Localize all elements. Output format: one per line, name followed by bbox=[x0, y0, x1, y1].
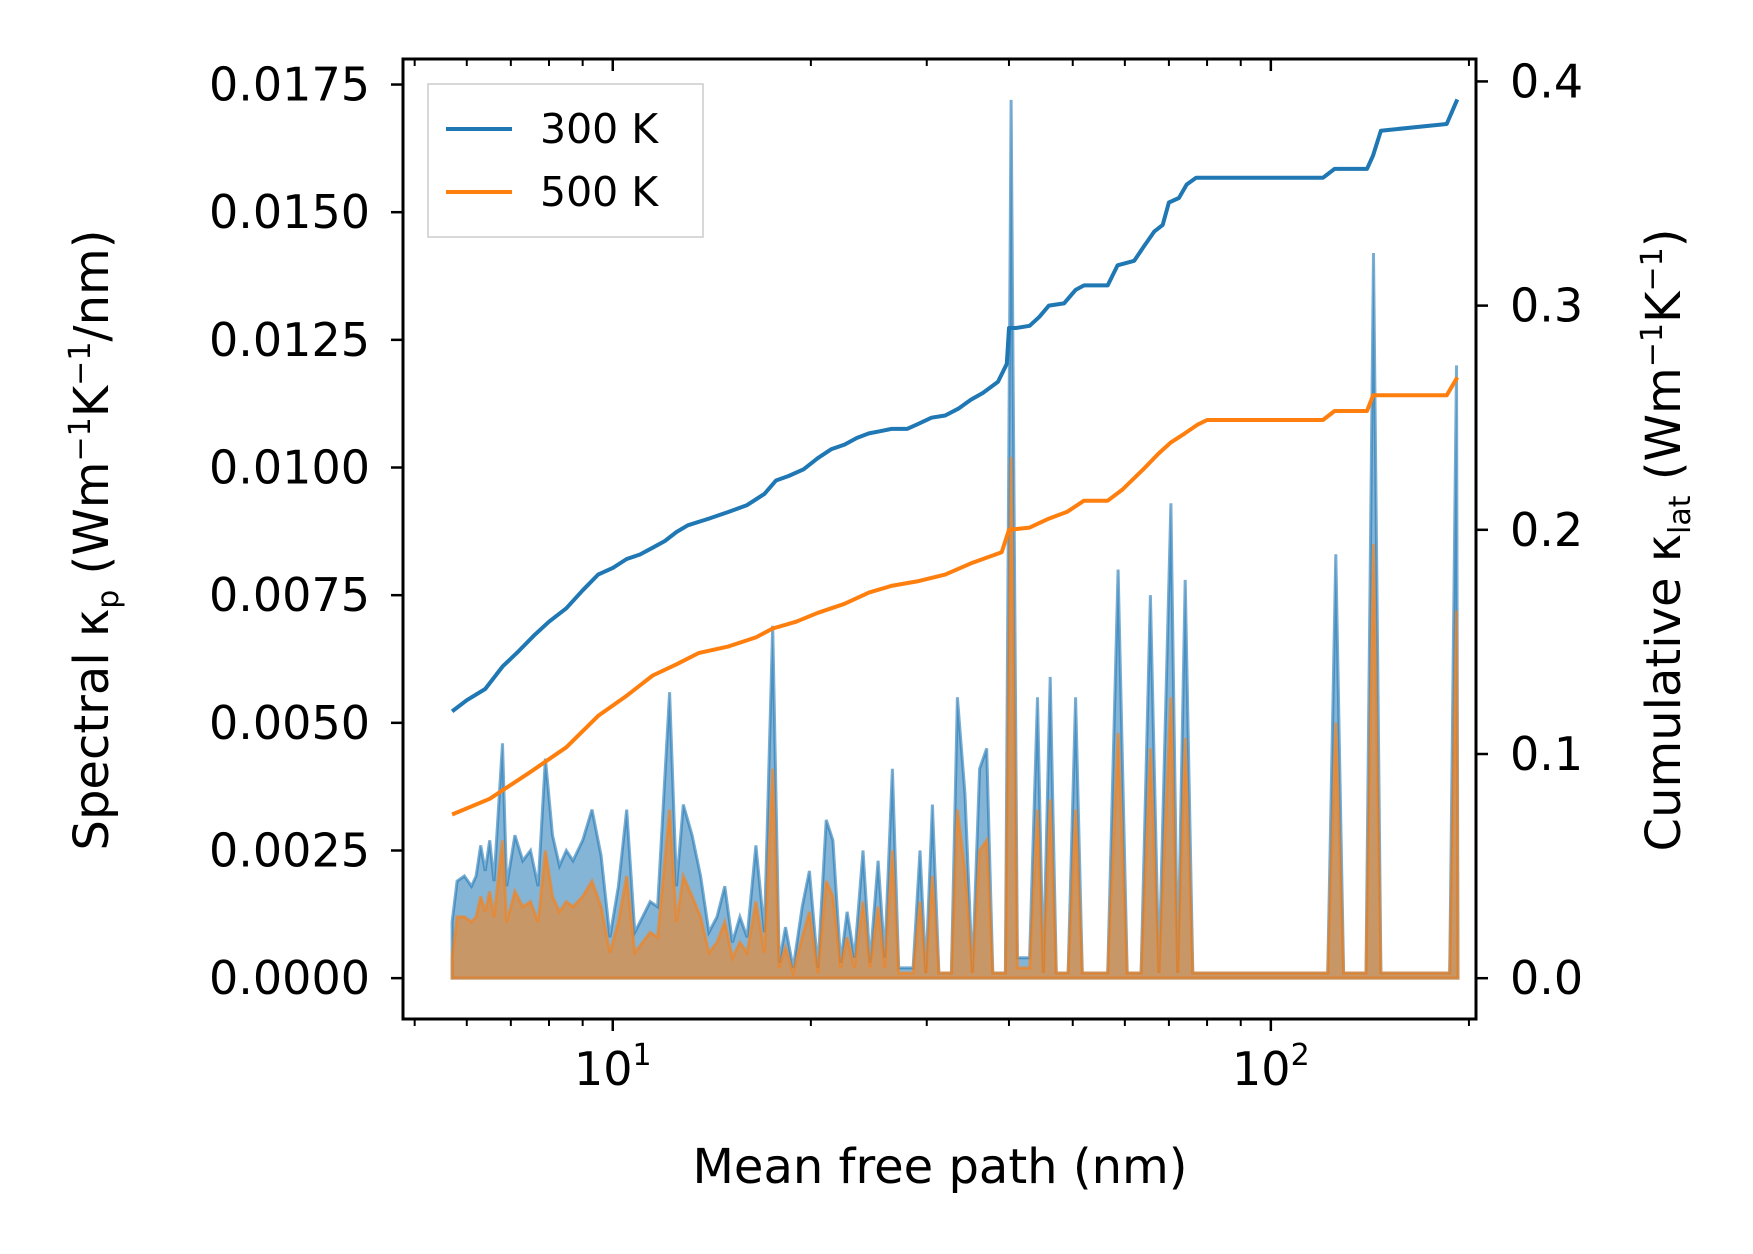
y-left-tick-label: 0.0125 bbox=[209, 313, 370, 367]
x-tick-label: 102 bbox=[1232, 1038, 1310, 1096]
y-axis-left-title: Spectral κp (Wm−1K−1/nm) bbox=[63, 230, 126, 851]
cumulative-line-500K bbox=[451, 376, 1460, 817]
y-left-tick-label: 0.0025 bbox=[209, 823, 370, 877]
spectral-fill-areas bbox=[450, 99, 1460, 980]
y-right-tick-label: 0.2 bbox=[1510, 503, 1583, 557]
y-left-tick-label: 0.0175 bbox=[209, 58, 370, 112]
cumulative-line-300K bbox=[450, 98, 1460, 713]
y-left-tick-label: 0.0150 bbox=[209, 185, 370, 239]
x-tick-label: 101 bbox=[574, 1038, 652, 1096]
y-left-tick-label: 0.0100 bbox=[209, 441, 370, 495]
legend-box bbox=[427, 83, 704, 238]
y-axis-right-title: Cumulative κlat (Wm−1K−1) bbox=[1635, 229, 1698, 852]
series-lines bbox=[450, 98, 1460, 817]
plot-frame bbox=[401, 57, 1478, 1021]
y-right-tick-label: 0.0 bbox=[1510, 951, 1583, 1005]
y-right-tick-label: 0.3 bbox=[1510, 279, 1583, 333]
axis-ticks: 0.0000 0.0025 0.0050 0.0075 0.0100 0.0125 0.01… bbox=[209, 54, 1583, 1031]
legend-label-500K: 500 K bbox=[540, 168, 659, 216]
legend: 300 K 500 K bbox=[427, 83, 704, 238]
y-left-tick-label: 0.0000 bbox=[209, 951, 370, 1005]
x-axis-title: Mean free path (nm) bbox=[693, 1139, 1188, 1195]
spectral-area-500K bbox=[450, 457, 1460, 980]
x-tick-labels: 101 102 bbox=[574, 1038, 1310, 1096]
y-left-tick-label: 0.0075 bbox=[209, 568, 370, 622]
y-right-tick-label: 0.4 bbox=[1510, 54, 1583, 108]
y-left-tick-label: 0.0050 bbox=[209, 696, 370, 750]
y-right-tick-label: 0.1 bbox=[1510, 727, 1583, 781]
legend-label-300K: 300 K bbox=[540, 105, 659, 153]
